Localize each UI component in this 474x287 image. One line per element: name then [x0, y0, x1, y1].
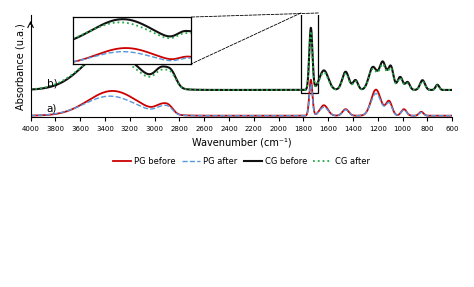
- Y-axis label: Absorbance (u.a.): Absorbance (u.a.): [15, 23, 25, 110]
- Text: b): b): [46, 79, 57, 89]
- Text: a): a): [46, 103, 57, 113]
- Bar: [301, 13, 319, 92]
- X-axis label: Wavenumber (cm⁻¹): Wavenumber (cm⁻¹): [191, 138, 291, 148]
- Legend: PG before, PG after, CG before, CG after: PG before, PG after, CG before, CG after: [109, 154, 374, 169]
